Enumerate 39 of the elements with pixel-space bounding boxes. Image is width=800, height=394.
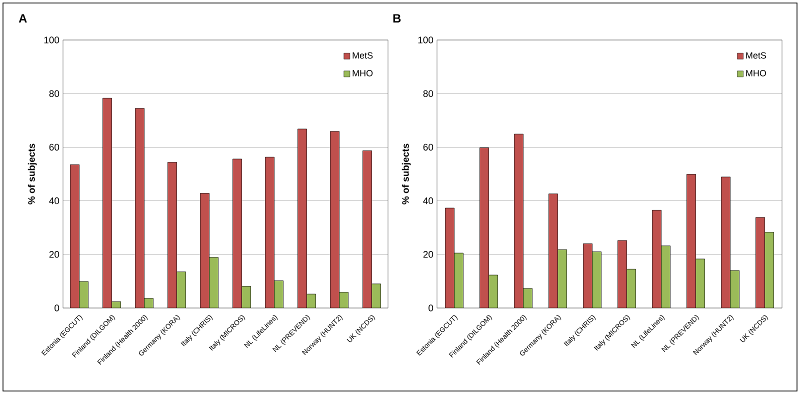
bar	[445, 208, 454, 308]
bar	[558, 249, 567, 308]
bar	[764, 232, 774, 308]
legend-label: MetS	[746, 52, 766, 59]
y-axis-title: % of subjects	[402, 144, 411, 204]
y-tick-label: 60	[423, 144, 434, 151]
bar	[548, 194, 558, 308]
y-tick-label: 0	[54, 304, 60, 312]
legend-label: MHO	[746, 70, 766, 76]
y-tick-label: 80	[49, 90, 60, 97]
bar	[661, 246, 670, 308]
y-tick-label: 40	[423, 197, 434, 204]
bar	[618, 240, 627, 308]
y-tick-label: 0	[428, 304, 434, 312]
y-tick-label: 20	[423, 251, 434, 258]
bar	[583, 243, 592, 308]
y-tick-label: 100	[418, 36, 434, 44]
bar	[454, 252, 464, 308]
bar	[626, 268, 636, 308]
chart-title: A	[18, 14, 27, 22]
bar	[696, 258, 705, 308]
bar	[592, 252, 602, 308]
chart-title: B	[393, 14, 401, 22]
y-tick-label: 100	[44, 36, 60, 44]
bar	[480, 148, 489, 308]
bar	[730, 270, 740, 308]
y-tick-label: 60	[49, 144, 60, 151]
y-tick-label: 40	[49, 197, 60, 204]
bar	[488, 274, 498, 308]
bar	[652, 210, 662, 308]
bar	[514, 134, 524, 308]
y-axis-title: % of subjects	[28, 144, 37, 204]
bar	[686, 174, 696, 308]
y-tick-label: 80	[423, 90, 434, 97]
legend-label: MHO	[352, 70, 373, 76]
bar	[756, 217, 765, 308]
legend-label: MetS	[352, 52, 373, 59]
y-tick-label: 20	[49, 251, 60, 258]
bar	[721, 176, 730, 308]
